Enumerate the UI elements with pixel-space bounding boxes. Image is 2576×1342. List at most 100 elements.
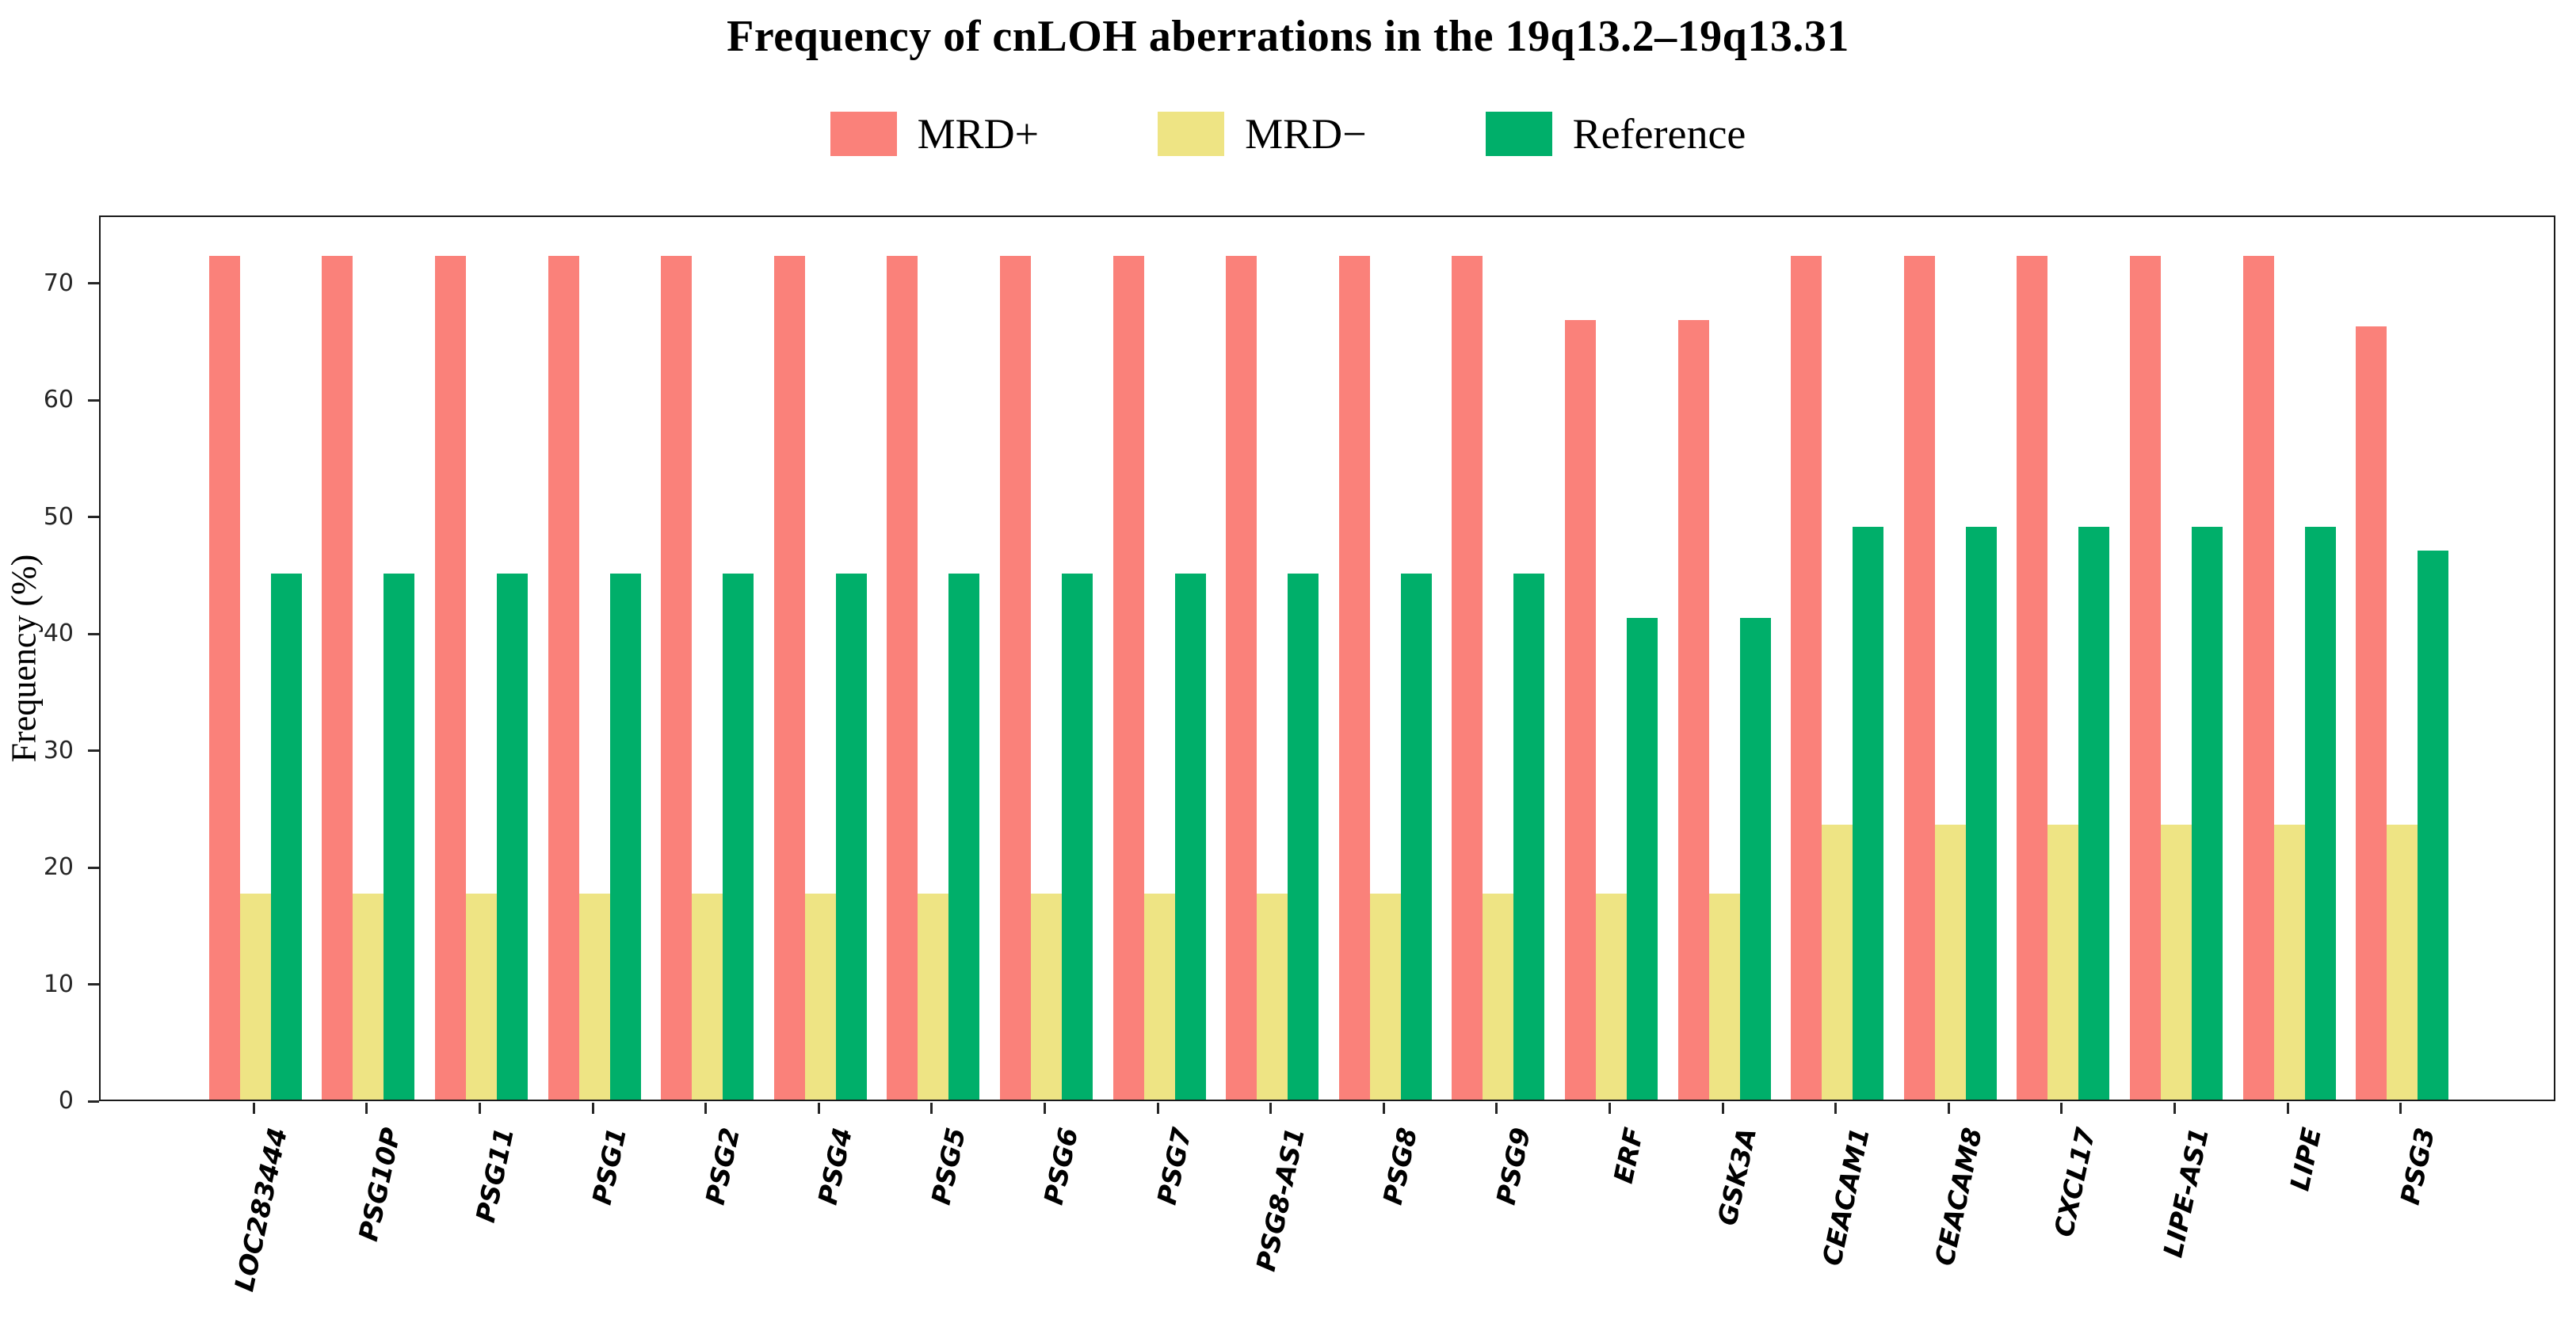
bar-reference-psg6	[1062, 574, 1093, 1100]
x-tick-mark	[1044, 1103, 1046, 1114]
bar-mrd-ceacam8	[1934, 825, 1966, 1100]
x-tick-mark	[252, 1103, 255, 1114]
bar-reference-loc283444	[270, 574, 302, 1100]
x-tick-mark	[2173, 1103, 2176, 1114]
x-tick-label: PSG10P	[352, 1125, 407, 1245]
bar-reference-psg8-as1	[1288, 574, 1319, 1100]
bar-mrd-psg6	[1000, 256, 1031, 1100]
legend-item-reference: Reference	[1485, 109, 1746, 158]
bar-reference-psg3	[2418, 550, 2449, 1100]
bar-reference-psg2	[723, 574, 754, 1100]
bar-mrd-gsk3a	[1708, 894, 1740, 1100]
bar-mrd-psg1	[578, 894, 610, 1100]
x-tick-label: PSG2	[699, 1125, 746, 1207]
legend-swatch-mrd-plus-icon	[830, 112, 897, 156]
bar-reference-lipe	[2304, 527, 2336, 1100]
bar-reference-cxcl17	[2078, 527, 2110, 1100]
x-tick-mark	[479, 1103, 481, 1114]
y-tick-mark	[88, 398, 99, 402]
bar-mrd-lipe-as1	[2161, 825, 2192, 1100]
x-tick-mark	[2399, 1103, 2402, 1114]
bar-mrd-psg8	[1369, 894, 1401, 1100]
bar-mrd-psg3	[2387, 825, 2418, 1100]
bar-mrd-gsk3a	[1677, 320, 1709, 1100]
bar-mrd-erf	[1596, 894, 1627, 1100]
x-tick-mark	[817, 1103, 820, 1114]
bar-reference-psg10p	[384, 574, 415, 1100]
x-tick-mark	[930, 1103, 933, 1114]
bar-reference-psg11	[497, 574, 528, 1100]
y-tick-label: 30	[43, 736, 74, 764]
x-tick-mark	[591, 1103, 594, 1114]
x-tick-label: PSG9	[1490, 1125, 1537, 1207]
bar-reference-psg7	[1174, 574, 1206, 1100]
bar-mrd-psg11	[435, 256, 466, 1100]
bar-mrd-loc283444	[239, 894, 271, 1100]
y-tick-mark	[88, 516, 99, 519]
bar-mrd-ceacam1	[1822, 825, 1853, 1100]
bar-mrd-psg7	[1112, 256, 1144, 1100]
y-tick-label: 40	[43, 620, 74, 648]
x-tick-label: PSG6	[1038, 1125, 1085, 1207]
legend-label-reference: Reference	[1572, 110, 1746, 158]
y-tick-mark	[88, 983, 99, 986]
bar-mrd-psg4	[773, 256, 805, 1100]
y-tick-label: 60	[43, 386, 74, 414]
x-axis: LOC283444 PSG10P PSG11 PSG1 PSG2 PSG4 PSG5 PSG6…	[99, 1101, 2555, 1339]
x-tick-label: PSG8	[1376, 1125, 1424, 1207]
bar-reference-lipe-as1	[2192, 527, 2223, 1100]
legend-swatch-mrd-minus-icon	[1158, 112, 1225, 156]
x-tick-label: PSG7	[1151, 1125, 1198, 1207]
bar-reference-ceacam1	[1853, 527, 1884, 1100]
y-tick-mark	[88, 632, 99, 635]
bar-mrd-lipe	[2242, 256, 2274, 1100]
x-tick-label: CEACAM1	[1815, 1125, 1876, 1269]
bar-mrd-psg6	[1031, 894, 1062, 1100]
x-tick-mark	[1609, 1103, 1611, 1114]
bar-mrd-psg7	[1143, 894, 1175, 1100]
bar-mrd-erf	[1565, 320, 1596, 1100]
bar-mrd-cxcl17	[2017, 256, 2048, 1100]
x-tick-label: LOC283444	[228, 1125, 294, 1294]
plot-area	[99, 215, 2555, 1101]
y-tick-mark	[88, 866, 99, 869]
legend-item-mrd-minus: MRD−	[1158, 109, 1367, 158]
bar-mrd-psg11	[466, 894, 497, 1100]
bar-mrd-psg9	[1483, 894, 1514, 1100]
x-tick-mark	[1947, 1103, 1950, 1114]
bar-mrd-lipe	[2273, 825, 2305, 1100]
x-tick-mark	[704, 1103, 708, 1114]
x-tick-mark	[1834, 1103, 1838, 1114]
x-tick-label: PSG5	[925, 1125, 972, 1207]
y-tick-label: 70	[43, 269, 74, 297]
x-tick-mark	[1382, 1103, 1385, 1114]
bar-reference-gsk3a	[1739, 618, 1771, 1100]
bar-mrd-psg1	[548, 256, 579, 1100]
bar-mrd-psg10p	[353, 894, 384, 1100]
x-tick-mark	[1156, 1103, 1159, 1114]
bar-reference-erf	[1627, 618, 1658, 1100]
bar-mrd-psg4	[804, 894, 836, 1100]
legend-label-mrd-plus: MRD+	[917, 110, 1040, 158]
bar-reference-psg1	[609, 574, 641, 1100]
bar-mrd-cxcl17	[2047, 825, 2079, 1100]
legend-label-mrd-minus: MRD−	[1245, 110, 1367, 158]
x-tick-label: CEACAM8	[1929, 1125, 1989, 1269]
x-tick-mark	[1495, 1103, 1498, 1114]
chart-title: Frequency of cnLOH aberrations in the 19…	[727, 12, 1849, 61]
x-tick-label: PSG11	[469, 1125, 520, 1226]
bar-reference-psg9	[1513, 574, 1545, 1100]
x-tick-label: CXCL17	[2047, 1125, 2102, 1240]
x-tick-label: LIPE	[2284, 1125, 2328, 1194]
y-tick-label: 10	[43, 970, 74, 998]
x-tick-label: PSG1	[586, 1125, 633, 1207]
legend-swatch-reference-icon	[1485, 112, 1552, 156]
bar-reference-ceacam8	[1965, 527, 1997, 1100]
legend: MRD+ MRD− Reference	[0, 109, 2576, 158]
bar-reference-psg5	[948, 574, 980, 1100]
bar-reference-psg4	[835, 574, 867, 1100]
y-axis: 0 10 20 30 40 50 60 70	[0, 215, 99, 1115]
y-tick-mark	[88, 282, 99, 285]
y-tick-label: 0	[58, 1087, 74, 1115]
